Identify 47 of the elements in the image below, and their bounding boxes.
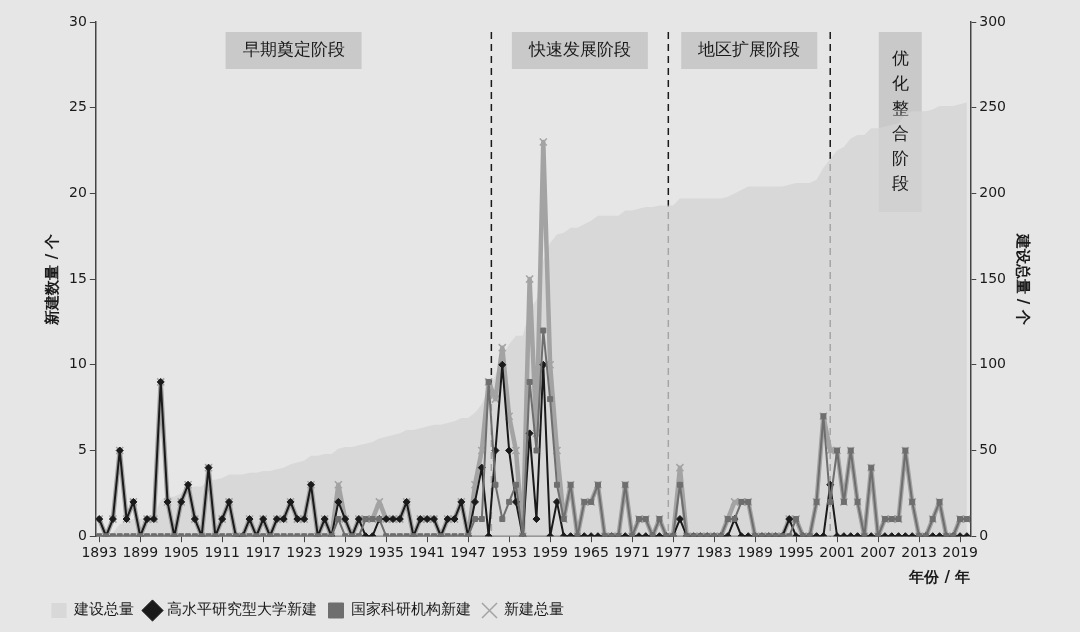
legend-label: 建设总量 [72,600,134,619]
y-axis-title: 新建数量 / 个 [42,232,61,326]
y2-tick-label: 50 [979,441,998,458]
y2-tick-label: 200 [979,184,1007,201]
annotation: 早期奠定阶段 [242,38,345,59]
y-tick-label: 10 [68,355,87,372]
x-tick-label: 1917 [245,544,282,561]
x-tick-label: 1965 [573,544,609,561]
y-tick-label: 20 [68,184,87,201]
annotation: 优化整合阶段 [891,47,909,193]
annotation: 地区扩展阶段 [697,38,801,59]
x-tick-label: 2001 [819,544,855,561]
legend-label: 高水平研究型大学新建 [167,600,317,619]
y2-tick-label: 150 [979,269,1007,286]
x-tick-label: 1983 [696,544,732,561]
x-tick-label: 1893 [81,544,118,561]
y-tick-label: 25 [68,98,87,115]
x-tick-label: 1911 [204,544,241,561]
y2-tick-label: 0 [979,526,989,543]
legend-label: 新建总量 [504,600,564,619]
y2-axis-title: 建设总量 / 个 [1014,232,1033,326]
y2-tick-label: 100 [979,355,1007,372]
y-tick-label: 5 [77,441,87,458]
x-tick-label: 1947 [450,544,486,561]
x-tick-label: 1971 [614,544,650,561]
x-tick-label: 1941 [409,544,445,561]
y-tick-label: 30 [68,12,87,29]
y2-tick-label: 300 [979,12,1007,29]
x-tick-label: 1935 [368,544,404,561]
x-tick-label: 2007 [860,544,896,561]
x-tick-label: 1989 [737,544,773,561]
annotation: 快速发展阶段 [527,38,631,59]
x-tick-label: 1953 [491,544,527,561]
x-tick-label: 2019 [942,544,978,561]
y-tick-label: 0 [77,526,87,543]
x-tick-label: 1959 [532,544,568,561]
y-tick-label: 15 [68,269,87,286]
x-tick-label: 1923 [286,544,322,561]
legend-label: 国家科研机构新建 [350,600,471,619]
y2-tick-label: 250 [979,98,1007,115]
x-tick-label: 2013 [901,544,937,561]
x-tick-label: 1977 [655,544,691,561]
x-axis-title: 年份 / 年 [908,567,971,586]
x-tick-label: 1929 [327,544,363,561]
x-tick-label: 1995 [778,544,814,561]
x-tick-label: 1899 [122,544,159,561]
x-tick-label: 1905 [163,544,200,561]
